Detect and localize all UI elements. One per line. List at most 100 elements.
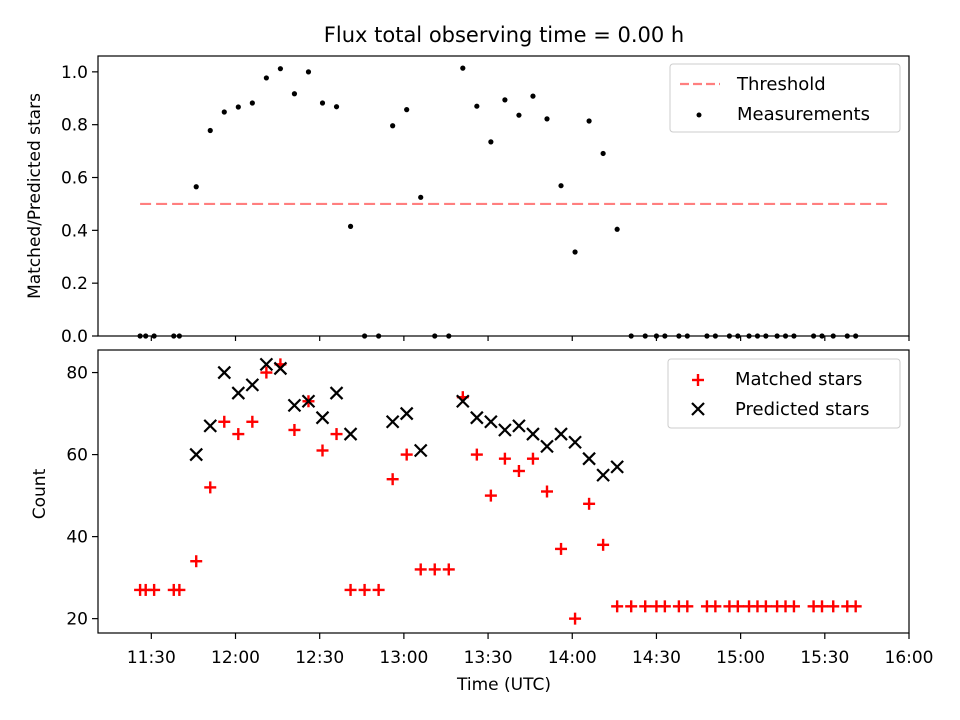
matched-star-point bbox=[827, 600, 840, 613]
top-y-tick-label: 1.0 bbox=[61, 63, 88, 83]
predicted-star-stroke-b bbox=[189, 447, 203, 462]
matched-star-point bbox=[540, 485, 553, 498]
measurement-point bbox=[347, 223, 354, 229]
predicted-star-point bbox=[582, 451, 596, 466]
predicted-star-stroke-b bbox=[259, 357, 274, 372]
measurement-point bbox=[600, 150, 606, 157]
matched-star-point bbox=[555, 542, 568, 555]
predicted-star-point bbox=[329, 386, 344, 400]
matched-star-point bbox=[512, 464, 525, 477]
predicted-star-stroke-b bbox=[484, 414, 498, 429]
star-count-panel: Count Time (UTC) 20 40 60 80 11:30 12:00 12:3… bbox=[30, 349, 934, 695]
measurement-point bbox=[263, 75, 269, 81]
measurement-point bbox=[516, 112, 522, 118]
predicted-star-point bbox=[203, 419, 218, 433]
matched-star-point bbox=[414, 563, 427, 576]
x-tick-label: 14:00 bbox=[548, 648, 597, 668]
matched-star-point bbox=[470, 448, 483, 461]
predicted-star-stroke-b bbox=[287, 398, 302, 413]
matched-star-point bbox=[173, 583, 186, 596]
measurement-point bbox=[249, 100, 255, 106]
matched-star-point bbox=[583, 497, 596, 510]
predicted-star-stroke-b bbox=[245, 378, 260, 392]
measurement-point bbox=[418, 194, 424, 200]
x-tick-label: 13:30 bbox=[464, 648, 513, 668]
predicted-star-point bbox=[385, 414, 400, 429]
matched-star-point bbox=[246, 415, 259, 428]
predicted-star-stroke-b bbox=[273, 361, 288, 376]
predicted-star-point bbox=[540, 439, 554, 454]
predicted-star-point bbox=[596, 468, 610, 482]
predicted-star-point bbox=[399, 406, 414, 421]
predicted-star-point bbox=[259, 357, 274, 372]
matched-star-point bbox=[787, 600, 800, 613]
matched-star-point bbox=[759, 600, 772, 613]
measurement-point bbox=[572, 249, 578, 255]
predicted-star-point bbox=[343, 427, 358, 441]
predicted-star-point bbox=[315, 410, 330, 425]
matched-star-point bbox=[484, 489, 497, 502]
top-y-axis-label: Matched/Predicted stars bbox=[25, 93, 45, 299]
predicted-star-stroke-b bbox=[456, 394, 470, 409]
matched-star-point bbox=[639, 600, 652, 613]
matched-star-point bbox=[816, 600, 829, 613]
predicted-star-point bbox=[554, 427, 568, 441]
measurement-point bbox=[544, 116, 550, 122]
predicted-star-stroke-b bbox=[315, 410, 330, 425]
matched-star-point bbox=[344, 583, 357, 596]
matched-star-point bbox=[260, 366, 273, 379]
matched-star-point bbox=[731, 600, 744, 613]
measurement-point bbox=[530, 93, 536, 99]
predicted-star-point bbox=[512, 419, 526, 433]
measurement-point bbox=[333, 104, 340, 110]
predicted-star-point bbox=[287, 398, 302, 413]
predicted-star-point bbox=[217, 365, 232, 380]
matched-star-point bbox=[218, 415, 231, 428]
matched-star-point bbox=[658, 600, 671, 613]
top-y-tick-label: 0.4 bbox=[61, 221, 88, 241]
matched-star-point bbox=[709, 600, 722, 613]
measurement-point bbox=[614, 226, 620, 232]
top-legend-box bbox=[669, 63, 901, 133]
matched-star-point bbox=[428, 563, 441, 576]
x-tick-label: 15:30 bbox=[800, 648, 849, 668]
predicted-star-stroke-b bbox=[217, 365, 232, 380]
predicted-star-stroke-b bbox=[399, 406, 414, 421]
matched-star-point bbox=[442, 563, 455, 576]
predicted-star-point bbox=[484, 414, 498, 429]
x-tick-label: 14:30 bbox=[632, 648, 681, 668]
top-y-ticks: 0.0 0.2 0.4 0.6 0.8 1.0 bbox=[61, 63, 98, 347]
measurement-point bbox=[305, 69, 312, 75]
measurement-point bbox=[502, 97, 508, 103]
predicted-star-point bbox=[526, 427, 540, 441]
predicted-star-stroke-b bbox=[512, 419, 526, 433]
x-tick-label: 16:00 bbox=[885, 648, 934, 668]
predicted-star-point bbox=[273, 361, 288, 376]
matched-star-point bbox=[148, 583, 161, 596]
matched-star-point bbox=[358, 583, 371, 596]
bottom-y-axis-label: Count bbox=[30, 468, 50, 519]
matched-star-point bbox=[400, 448, 413, 461]
bottom-y-tick-label: 40 bbox=[66, 528, 88, 548]
x-tick-label: 11:30 bbox=[127, 648, 176, 668]
bottom-y-tick-label: 60 bbox=[66, 446, 88, 466]
predicted-star-stroke-b bbox=[596, 468, 610, 482]
bottom-y-tick-label: 80 bbox=[66, 364, 88, 384]
measurement-point bbox=[558, 183, 564, 189]
matched-legend-swatch bbox=[692, 374, 704, 386]
x-tick-label: 12:30 bbox=[295, 648, 344, 668]
predicted-star-point bbox=[301, 394, 316, 409]
matched-stars-series bbox=[134, 358, 862, 625]
measurement-point bbox=[390, 123, 396, 129]
measurement-point bbox=[193, 184, 199, 190]
measurement-point bbox=[221, 109, 227, 115]
matched-star-point bbox=[681, 600, 694, 613]
measurement-point bbox=[277, 66, 284, 72]
measurement-point bbox=[474, 103, 480, 109]
top-y-tick-label: 0.2 bbox=[61, 274, 88, 294]
top-legend: Threshold Measurements bbox=[669, 63, 901, 133]
matched-star-point bbox=[498, 452, 511, 465]
predicted-star-stroke-b bbox=[301, 394, 316, 409]
predicted-legend-label: Predicted stars bbox=[735, 399, 869, 420]
